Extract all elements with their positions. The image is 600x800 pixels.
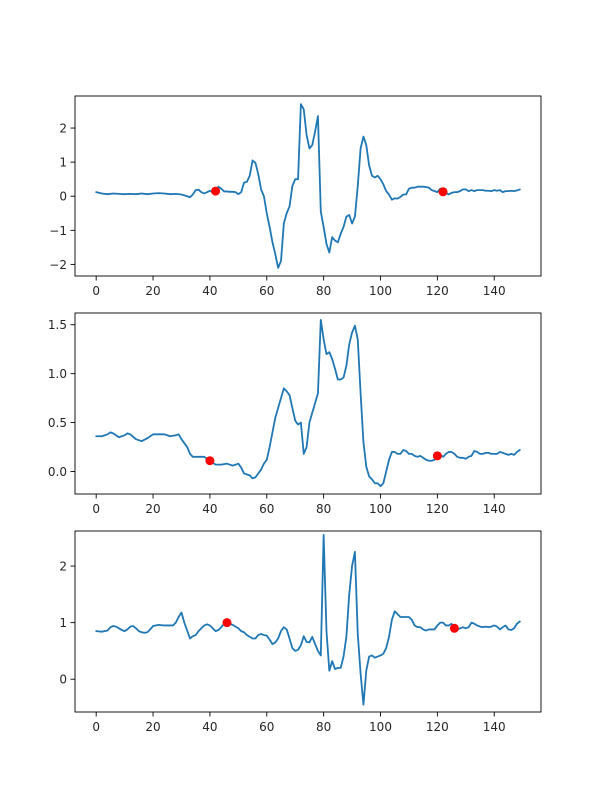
x-tick-label: 140 — [483, 720, 506, 734]
y-tick-label: 1.5 — [48, 318, 67, 332]
subplot-3: 0 20 40 60 80 100 120 140 0 1 2 — [59, 530, 542, 734]
x-tick-label: 80 — [316, 502, 331, 516]
x-tick-label: 40 — [202, 284, 217, 298]
y-tick-label: 0.5 — [48, 416, 67, 430]
x-tick-label: 0 — [92, 284, 100, 298]
x-tick-label: 20 — [145, 284, 160, 298]
y-tick-label: 1 — [59, 156, 67, 170]
axes-frame — [74, 530, 542, 713]
x-tick-label: 60 — [259, 284, 274, 298]
y-tick-label: 0 — [59, 190, 67, 204]
x-tick-label: 100 — [369, 720, 392, 734]
x-tick-label: 120 — [426, 720, 449, 734]
keypoint-marker-1 — [205, 456, 215, 466]
x-tick-label: 40 — [202, 502, 217, 516]
x-tick-label: 0 — [92, 502, 100, 516]
subplot-2: 0 20 40 60 80 100 120 140 0.0 0.5 1.0 1.5 — [48, 312, 542, 516]
x-tick-label: 140 — [483, 502, 506, 516]
keypoint-marker-1 — [211, 186, 221, 196]
x-tick-label: 40 — [202, 720, 217, 734]
y-tick-label: 1 — [59, 616, 67, 630]
y-tick-label: 2 — [59, 560, 67, 574]
x-tick-label: 120 — [426, 502, 449, 516]
x-tick-label: 20 — [145, 720, 160, 734]
x-tick-label: 80 — [316, 720, 331, 734]
x-tick-label: 60 — [259, 720, 274, 734]
x-tick-label: 0 — [92, 720, 100, 734]
axes-frame — [74, 95, 542, 277]
y-tick-label: −2 — [49, 258, 67, 272]
keypoint-marker-1 — [222, 618, 232, 628]
x-tick-label: 20 — [145, 502, 160, 516]
axes-frame — [74, 312, 542, 495]
y-tick-label: 1.0 — [48, 367, 67, 381]
x-tick-label: 140 — [483, 284, 506, 298]
y-tick-label: 0 — [59, 673, 67, 687]
x-tick-label: 60 — [259, 502, 274, 516]
y-tick-label: 0.0 — [48, 465, 67, 479]
keypoint-marker-2 — [449, 623, 459, 633]
series-line — [95, 103, 521, 269]
subplot-1: 0 20 40 60 80 100 120 140 −2 −1 0 1 2 — [49, 95, 542, 298]
series-line — [95, 318, 521, 488]
keypoint-marker-2 — [432, 451, 442, 461]
y-tick-label: 2 — [59, 122, 67, 136]
y-tick-label: −1 — [49, 224, 67, 238]
x-tick-label: 80 — [316, 284, 331, 298]
keypoint-marker-2 — [438, 187, 448, 197]
series-line — [95, 534, 521, 706]
x-tick-label: 100 — [369, 502, 392, 516]
x-tick-label: 100 — [369, 284, 392, 298]
x-tick-label: 120 — [426, 284, 449, 298]
